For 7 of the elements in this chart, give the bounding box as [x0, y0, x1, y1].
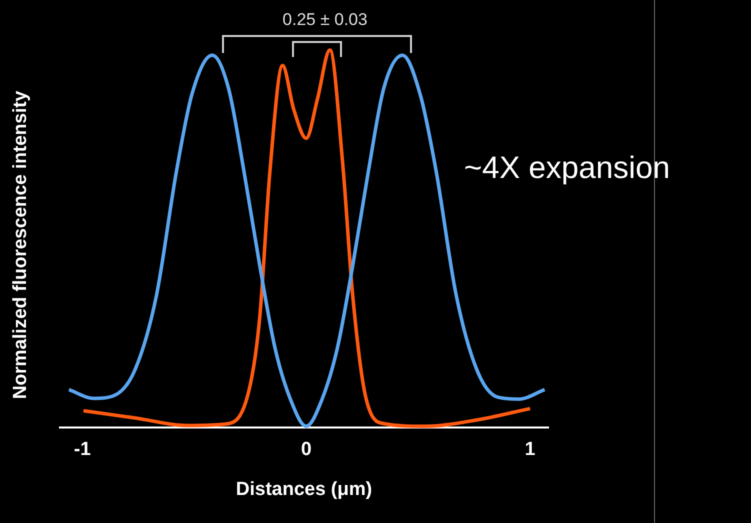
x-tick-label: -1	[74, 439, 92, 460]
x-tick-label: 0	[300, 439, 312, 460]
annotation: ~4X expansion	[464, 150, 670, 186]
text: 0.25 ± 0.03	[282, 10, 368, 30]
x-axis-title: Distances (μm)	[236, 478, 372, 500]
x-tick-label: 1	[524, 439, 536, 460]
y-axis-title: Normalized fluorescence intensity	[10, 90, 32, 400]
